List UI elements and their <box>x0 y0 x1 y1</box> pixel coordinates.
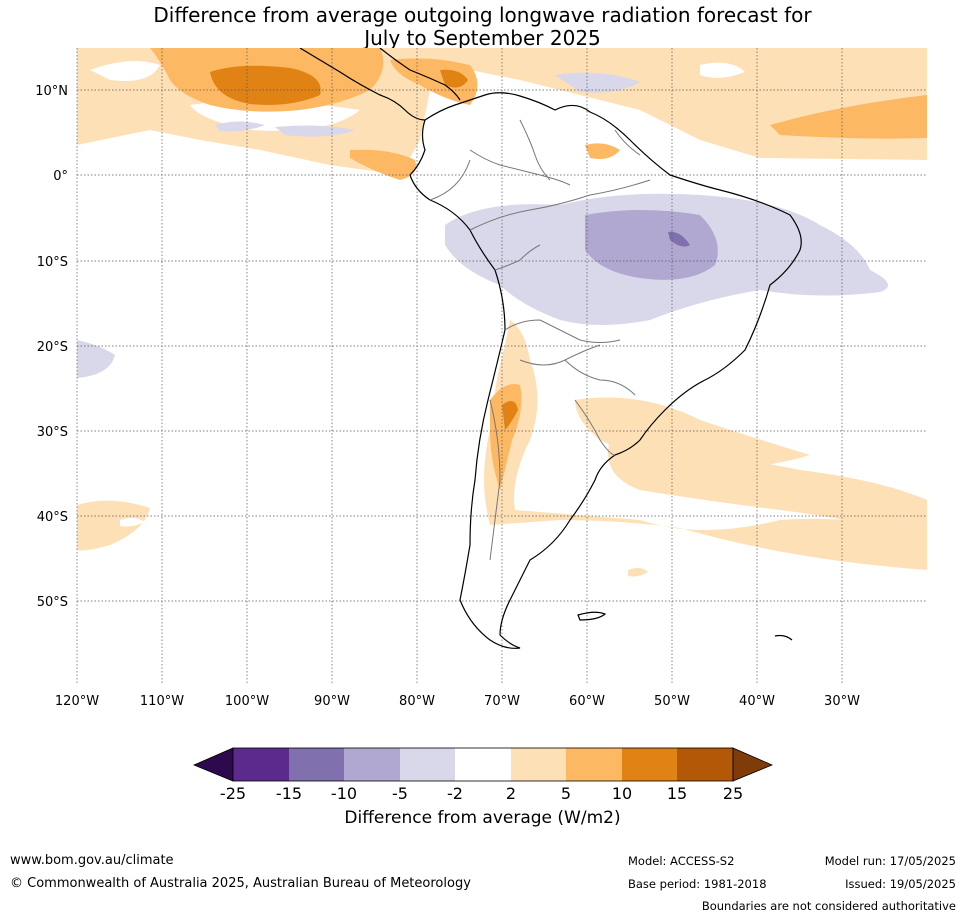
colorbar-label: -25 <box>220 784 246 803</box>
longitude-labels: 120°W 110°W 100°W 90°W 80°W 70°W 60°W 50… <box>55 694 860 709</box>
anomaly-region-southern-cone-light-orange <box>484 320 927 570</box>
colorbar-bin-8 <box>622 748 677 781</box>
model-run-text: Model run: 17/05/2025 <box>824 854 956 868</box>
country-borders <box>429 119 651 561</box>
colorbar-bin-6 <box>511 748 566 781</box>
colorbar-title: Difference from average (W/m2) <box>344 808 621 828</box>
latitude-labels: 10°N 0° 10°S 20°S 30°S 40°S 50°S <box>35 84 68 610</box>
website-link[interactable]: www.bom.gov.au/climate <box>10 853 174 868</box>
colorbar-bin-4 <box>400 748 455 781</box>
colorbar-label: -5 <box>392 784 408 803</box>
lon-label-80w: 80°W <box>399 694 435 709</box>
colorbar-label: -15 <box>276 784 302 803</box>
colorbar-bin-1 <box>233 748 289 781</box>
lat-label-40s: 40°S <box>37 510 68 525</box>
colorbar-label: 5 <box>561 784 571 803</box>
model-text: Model: ACCESS-S2 <box>628 854 735 868</box>
lat-label-20s: 20°S <box>37 340 68 355</box>
lon-label-50w: 50°W <box>654 694 690 709</box>
lon-label-70w: 70°W <box>484 694 520 709</box>
anomaly-shading <box>77 48 927 577</box>
anomaly-region-central-america-dark-orange <box>210 65 321 105</box>
colorbar-bin-2 <box>289 748 344 781</box>
colorbar-bin-5 <box>455 748 511 781</box>
coastline <box>299 48 802 649</box>
lat-label-10n: 10°N <box>35 84 68 99</box>
colorbar-bin-9 <box>677 748 733 781</box>
map-gridlines <box>76 48 927 685</box>
copyright-text: © Commonwealth of Australia 2025, Austra… <box>10 876 471 891</box>
colorbar-label: 10 <box>612 784 632 803</box>
colorbar-label: 15 <box>667 784 687 803</box>
colorbar-bin-3 <box>344 748 400 781</box>
lon-label-100w: 100°W <box>225 694 269 709</box>
colorbar-label: 2 <box>506 784 516 803</box>
colorbar: -25 -15 -10 -5 -2 2 5 10 15 25 <box>192 747 774 803</box>
anomaly-region-north-white <box>90 61 160 81</box>
lat-label-30s: 30°S <box>37 425 68 440</box>
lon-label-120w: 120°W <box>55 694 99 709</box>
lon-label-30w: 30°W <box>824 694 860 709</box>
title-line-1: Difference from average outgoing longwav… <box>153 3 812 27</box>
colorbar-label: -2 <box>447 784 463 803</box>
lon-label-110w: 110°W <box>140 694 184 709</box>
central-america-coastline <box>299 48 461 121</box>
base-period-text: Base period: 1981-2018 <box>628 877 767 891</box>
tierra-del-fuego <box>577 611 607 621</box>
map-title: Difference from average outgoing longwav… <box>0 4 965 50</box>
lat-label-10s: 10°S <box>37 255 68 270</box>
lat-label-0: 0° <box>53 169 68 184</box>
colorbar-bin-7 <box>566 748 622 781</box>
lat-label-50s: 50°S <box>37 595 68 610</box>
disclaimer-text: Boundaries are not considered authoritat… <box>701 899 956 913</box>
anomaly-region-amazon-medium-purple <box>585 210 718 280</box>
colorbar-label: -10 <box>331 784 357 803</box>
colorbar-label: 25 <box>723 784 743 803</box>
lon-label-60w: 60°W <box>569 694 605 709</box>
issued-text: Issued: 19/05/2025 <box>845 877 956 891</box>
title-line-2: July to September 2025 <box>364 26 601 50</box>
lon-label-40w: 40°W <box>739 694 775 709</box>
colorbar-max-arrow <box>732 747 774 782</box>
lon-label-90w: 90°W <box>314 694 350 709</box>
colorbar-min-arrow <box>192 747 234 782</box>
anomaly-region-atlantic-orange <box>770 95 927 139</box>
south-america-coastline <box>409 92 802 649</box>
